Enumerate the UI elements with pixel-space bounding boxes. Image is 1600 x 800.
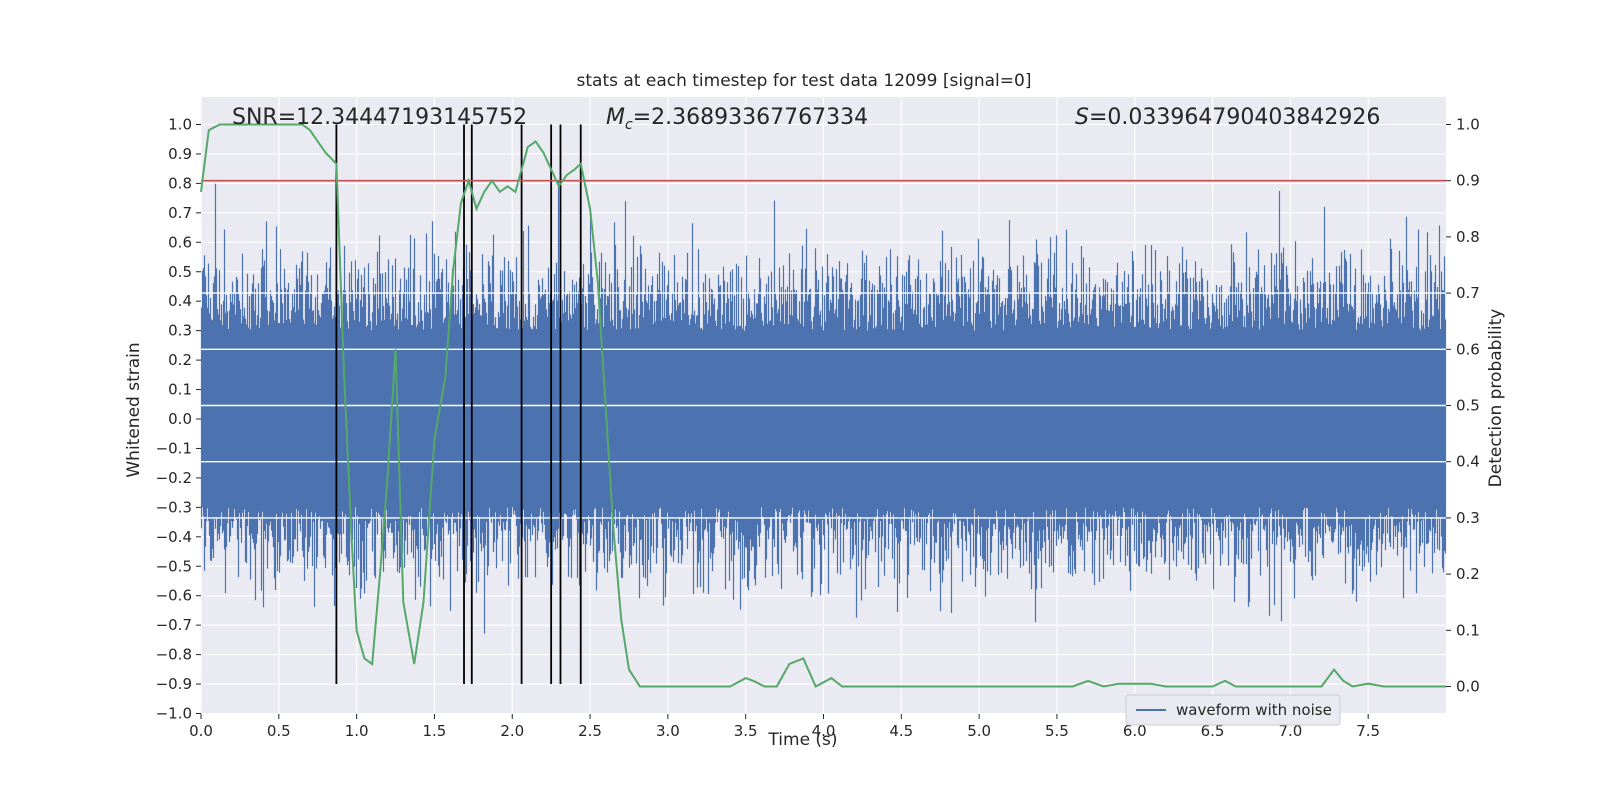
- y2-tick-label: 0.0: [1456, 678, 1480, 696]
- chirp-mass-value: =2.36893367767334: [633, 105, 868, 130]
- y-tick-label: −0.2: [156, 469, 192, 487]
- y-tick-label: −0.5: [156, 557, 192, 575]
- x-tick-label: 5.0: [967, 722, 991, 740]
- y2-tick-label: 0.4: [1456, 453, 1480, 471]
- x-tick-label: 5.5: [1045, 722, 1069, 740]
- x-tick-label: 6.0: [1123, 722, 1147, 740]
- y2-tick-label: 1.0: [1456, 116, 1480, 134]
- event-lines: [335, 124, 582, 685]
- y-tick-label: 0.6: [168, 233, 192, 251]
- chirp-mass-annotation: Mc=2.36893367767334: [606, 105, 868, 133]
- y-tick-label: 1.0: [168, 116, 192, 134]
- y-tick-label: −0.1: [156, 439, 192, 457]
- y-axis-label: Whitened strain: [124, 342, 144, 477]
- chart-title: stats at each timestep for test data 120…: [577, 71, 1032, 91]
- y2-tick-label: 0.7: [1456, 284, 1480, 302]
- y-tick-label: 0.2: [168, 351, 192, 369]
- detection-probability-line: [200, 123, 1446, 688]
- y-axis-ticks: 1.0 0.9 0.8 0.7 0.6 0.5 0.4 0.3 0.2 0.1 0.0 −0.1 −0.…: [156, 116, 201, 723]
- x-axis-label: Time (s): [767, 730, 837, 750]
- x-tick-label: 4.0: [812, 722, 836, 740]
- x-tick-label: 0.0: [189, 722, 213, 740]
- x-tick-label: 2.5: [578, 722, 602, 740]
- y2-tick-label: 0.1: [1456, 621, 1480, 639]
- chirp-mass-subscript: c: [625, 117, 633, 133]
- y2-tick-label: 0.8: [1456, 228, 1480, 246]
- y-tick-label: 0.8: [168, 174, 192, 192]
- y-tick-label: −0.7: [156, 616, 192, 634]
- y-tick-label: 0.7: [168, 204, 192, 222]
- y-tick-label: −0.8: [156, 646, 192, 664]
- waveform-series: [200, 181, 1447, 634]
- x-tick-label: 7.5: [1356, 722, 1380, 740]
- legend: waveform with noise: [1125, 694, 1341, 726]
- y-tick-label: −0.4: [156, 528, 192, 546]
- x-tick-label: 3.5: [734, 722, 758, 740]
- y2-tick-label: 0.3: [1456, 509, 1480, 527]
- x-tick-label: 1.0: [345, 722, 369, 740]
- x-axis-ticks: 0.0 0.5 1.0 1.5 2.0 2.5 3.0 3.5 4.0 4.5 5.0 5.5 6.0 6…: [189, 714, 1380, 740]
- y2-tick-label: 0.6: [1456, 340, 1480, 358]
- s-symbol: S: [1075, 105, 1089, 130]
- chirp-mass-symbol: M: [606, 105, 625, 130]
- waveform-lower: [200, 419, 1447, 634]
- x-tick-label: 0.5: [267, 722, 291, 740]
- s-value: =0.033964790403842926: [1089, 105, 1380, 130]
- x-tick-label: 2.0: [500, 722, 524, 740]
- y-tick-label: −0.6: [156, 587, 192, 605]
- y-tick-label: −0.3: [156, 498, 192, 516]
- y2-axis-ticks: 1.0 0.9 0.8 0.7 0.6 0.5 0.4 0.3 0.2 0.1 0.0: [1446, 116, 1480, 696]
- x-tick-label: 7.0: [1278, 722, 1302, 740]
- snr-annotation: SNR=12.34447193145752: [232, 105, 527, 130]
- x-tick-label: 6.5: [1201, 722, 1225, 740]
- y2-axis-label: Detection probability: [1486, 309, 1506, 488]
- waveform-upper: [200, 181, 1447, 419]
- y-tick-label: 0.9: [168, 145, 192, 163]
- y-tick-label: 0.3: [168, 322, 192, 340]
- legend-box: [1125, 694, 1341, 726]
- x-tick-label: 3.0: [656, 722, 680, 740]
- y-tick-label: 0.1: [168, 381, 192, 399]
- y-tick-label: −0.9: [156, 675, 192, 693]
- s-annotation: S=0.033964790403842926: [1075, 105, 1380, 130]
- x-tick-label: 4.5: [889, 722, 913, 740]
- y2-tick-label: 0.9: [1456, 172, 1480, 190]
- x-tick-label: 1.5: [423, 722, 447, 740]
- y2-tick-label: 0.2: [1456, 565, 1480, 583]
- y-tick-label: 0.4: [168, 292, 192, 310]
- y-tick-label: −1.0: [156, 705, 192, 723]
- legend-label: waveform with noise: [1176, 701, 1332, 719]
- y-tick-label: 0.5: [168, 263, 192, 281]
- y2-tick-label: 0.5: [1456, 397, 1480, 415]
- y-tick-label: 0.0: [168, 410, 192, 428]
